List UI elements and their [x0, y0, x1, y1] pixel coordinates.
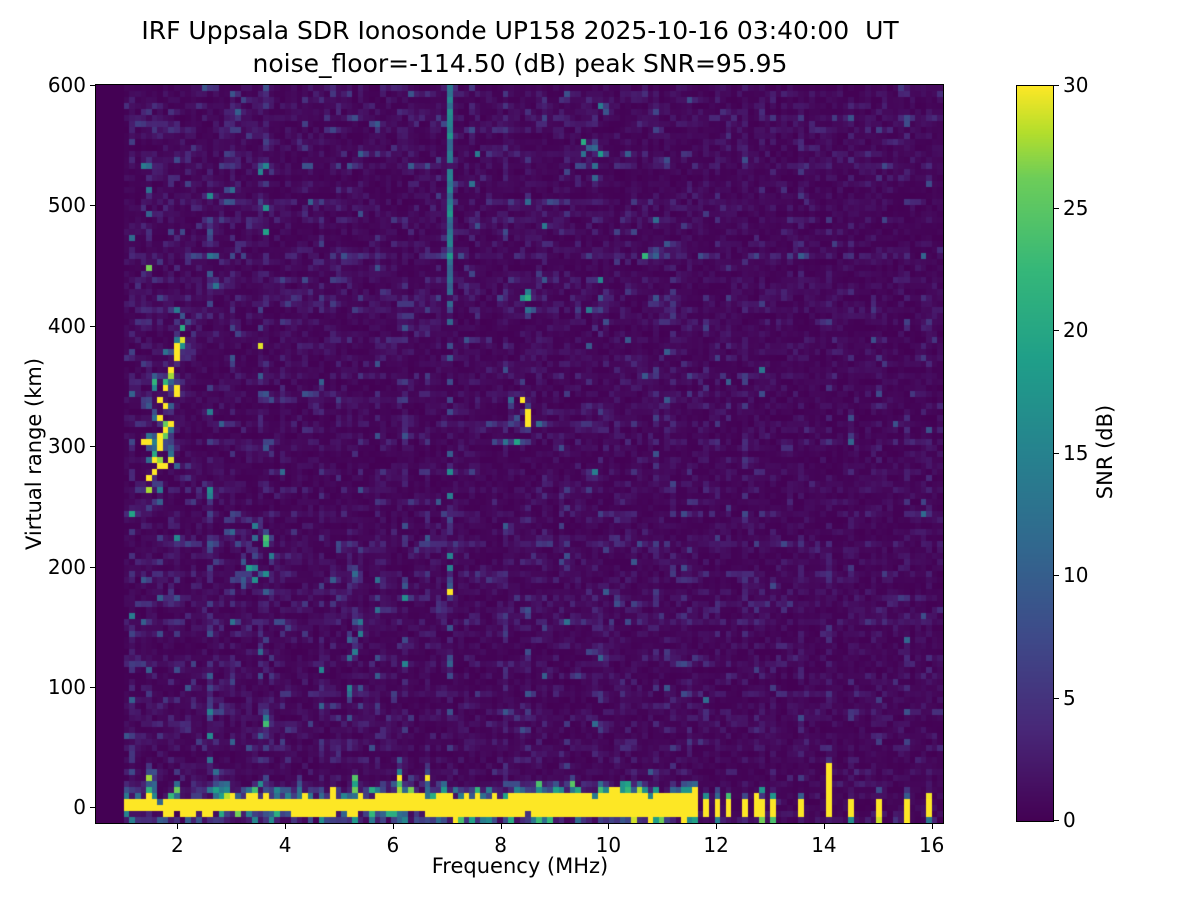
- x-tick-label: 6: [386, 833, 400, 857]
- colorbar-tick-mark: [1054, 85, 1059, 86]
- colorbar-tick-mark: [1054, 452, 1059, 454]
- figure-subtitle: noise_floor=-114.50 (dB) peak SNR=95.95: [252, 49, 788, 78]
- x-tick-mark: [823, 824, 825, 829]
- x-tick-label: 4: [278, 833, 292, 857]
- colorbar-tick-label: 5: [1063, 685, 1076, 710]
- y-tick-label: 0: [73, 795, 86, 820]
- y-tick-label: 300: [47, 434, 86, 459]
- x-tick-mark: [392, 824, 394, 829]
- x-tick-mark: [608, 824, 610, 829]
- colorbar-tick-label: 0: [1063, 808, 1076, 832]
- y-tick-mark: [90, 205, 95, 207]
- colorbar-gradient: [1017, 86, 1053, 821]
- y-tick-mark: [90, 566, 95, 568]
- x-tick-label: 12: [703, 833, 729, 857]
- colorbar: [1016, 85, 1054, 822]
- y-tick-mark: [90, 446, 95, 448]
- colorbar-tick-mark: [1054, 820, 1059, 821]
- colorbar-tick-label: 25: [1063, 195, 1089, 220]
- y-tick-mark: [90, 325, 95, 327]
- y-tick-mark: [90, 686, 95, 688]
- colorbar-tick-mark: [1054, 207, 1059, 209]
- y-tick-mark: [90, 807, 95, 809]
- y-tick-label: 500: [47, 193, 86, 218]
- x-tick-mark: [931, 824, 933, 829]
- colorbar-tick-label: 30: [1063, 73, 1089, 97]
- heatmap-canvas: [96, 85, 943, 823]
- x-tick-label: 10: [595, 833, 622, 857]
- y-tick-label: 200: [47, 554, 86, 579]
- x-tick-label: 16: [918, 833, 945, 857]
- x-tick-mark: [716, 824, 718, 829]
- colorbar-tick-mark: [1054, 575, 1059, 576]
- y-tick-mark: [90, 85, 95, 86]
- x-tick-mark: [177, 824, 179, 829]
- colorbar-label: SNR (dB): [1093, 404, 1117, 500]
- x-tick-mark: [500, 824, 502, 829]
- colorbar-tick-mark: [1054, 697, 1059, 699]
- plot-area: [96, 85, 943, 823]
- x-tick-label: 14: [811, 833, 837, 857]
- x-tick-label: 8: [494, 833, 508, 857]
- colorbar-tick-label: 10: [1063, 563, 1089, 587]
- colorbar-tick-label: 20: [1063, 318, 1089, 342]
- x-tick-mark: [285, 824, 287, 829]
- y-tick-label: 400: [47, 313, 86, 338]
- y-tick-label: 100: [47, 674, 86, 699]
- colorbar-tick-mark: [1054, 330, 1059, 331]
- x-tick-label: 2: [170, 833, 184, 857]
- x-axis-label: Frequency (MHz): [431, 854, 609, 878]
- colorbar-tick-label: 15: [1063, 440, 1089, 465]
- y-tick-label: 600: [47, 73, 86, 97]
- figure-title: IRF Uppsala SDR Ionosonde UP158 2025-10-…: [141, 16, 899, 45]
